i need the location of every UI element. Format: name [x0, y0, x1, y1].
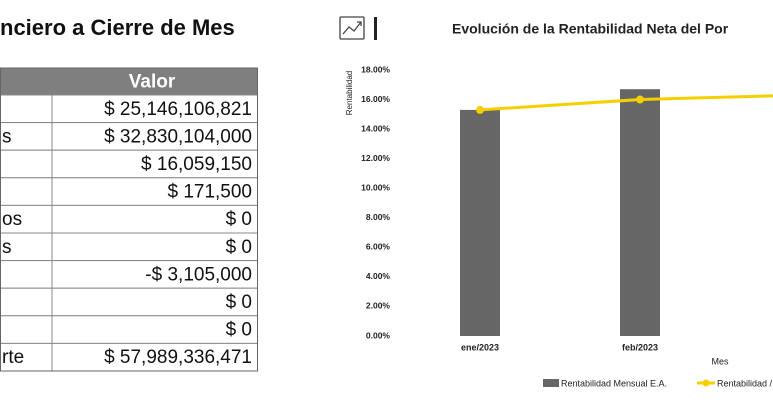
table-row: [0, 149, 258, 179]
y-tick-label: 2.00%: [366, 301, 391, 311]
row-label: rte: [2, 347, 24, 368]
table-header-cell: Valor: [129, 72, 176, 93]
line-point: [476, 105, 484, 114]
row-value: $ 16,059,150: [141, 154, 252, 175]
y-tick-label: 12.00%: [361, 153, 390, 163]
table-row: [0, 177, 258, 206]
row-value: $ 25,146,106,821: [104, 99, 252, 120]
bar: [460, 109, 500, 337]
y-tick-label: 16.00%: [361, 94, 390, 104]
legend-swatch-point: [702, 379, 710, 387]
bar: [620, 89, 660, 336]
table-row: [0, 232, 258, 262]
x-tick-label: ene/2023: [461, 342, 499, 352]
table-header-bg: [0, 68, 258, 95]
row-value: $ 0: [226, 209, 252, 230]
row-value: $ 0: [226, 237, 252, 258]
line-point: [636, 95, 644, 104]
y-tick-label: 10.00%: [361, 182, 390, 192]
row-label: s: [2, 237, 12, 258]
y-tick-label: 18.00%: [361, 64, 390, 74]
row-label: os: [2, 209, 22, 230]
legend-label: Rentabilidad /: [717, 378, 773, 388]
table-row: [0, 315, 258, 344]
y-tick-label: 4.00%: [366, 271, 391, 281]
table-border: [0, 67, 258, 372]
row-value: -$ 3,105,000: [145, 264, 252, 285]
row-value: $ 32,830,104,000: [104, 126, 252, 147]
section-title: nciero a Cierre de Mes: [0, 15, 235, 40]
row-label: s: [2, 126, 12, 147]
y-tick-label: 0.00%: [366, 330, 391, 340]
legend-swatch: [543, 379, 559, 387]
row-value: $ 0: [226, 320, 252, 341]
table-row: [0, 94, 258, 124]
title-divider: [374, 17, 377, 40]
y-axis-label: Rentabilidad: [345, 71, 354, 115]
chart-title: Evolución de la Rentabilidad Neta del Po…: [452, 21, 729, 37]
y-tick-label: 6.00%: [366, 242, 391, 252]
x-tick-label: feb/2023: [622, 342, 658, 352]
chart-icon: [339, 16, 365, 40]
y-tick-label: 8.00%: [366, 212, 391, 222]
y-tick-label: 14.00%: [361, 123, 390, 133]
row-value: $ 171,500: [167, 182, 252, 203]
row-value: $ 57,989,336,471: [104, 347, 252, 368]
row-value: $ 0: [226, 292, 252, 313]
legend-label: Rentabilidad Mensual E.A.: [561, 378, 667, 388]
x-axis-label: Mes: [711, 356, 729, 366]
table-row: [0, 287, 258, 317]
table-row: [0, 204, 258, 234]
